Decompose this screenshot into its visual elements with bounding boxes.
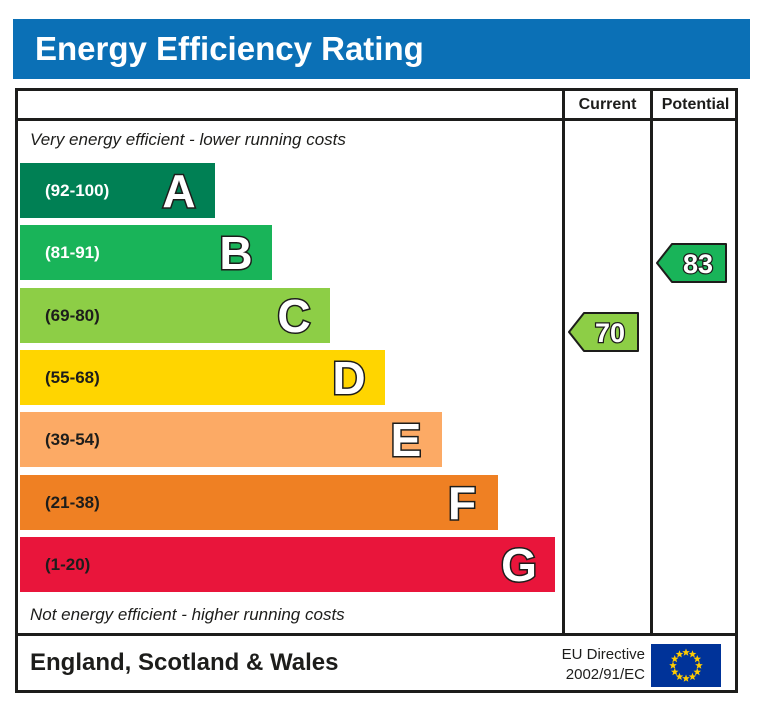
column-header-current: Current bbox=[578, 95, 637, 113]
band-row-d: (55-68) D bbox=[20, 350, 385, 405]
band-range-label: (81-91) bbox=[45, 243, 100, 262]
svg-text:F: F bbox=[448, 477, 476, 528]
region-label: England, Scotland & Wales bbox=[30, 649, 339, 676]
chart-frame bbox=[15, 88, 738, 693]
footer-divider bbox=[15, 633, 738, 636]
caption-inefficient: Not energy efficient - higher running co… bbox=[30, 605, 345, 624]
svg-text:E: E bbox=[391, 414, 422, 465]
band-range-label: (69-80) bbox=[45, 306, 100, 325]
svg-text:A: A bbox=[162, 165, 195, 216]
band-row-f: (21-38) F bbox=[20, 475, 498, 530]
band-row-c: (69-80) C bbox=[20, 288, 330, 343]
column-divider-current-potential bbox=[650, 88, 653, 636]
eu-directive-label: EU Directive 2002/91/EC bbox=[561, 646, 645, 683]
header-divider bbox=[15, 118, 738, 121]
potential-rating-arrow: 83 bbox=[656, 242, 728, 284]
page-title: Energy Efficiency Rating bbox=[13, 19, 750, 79]
band-letter: C bbox=[276, 290, 312, 341]
column-header-potential: Potential bbox=[661, 95, 730, 113]
band-row-a: (92-100) A bbox=[20, 163, 215, 218]
band-letter: D bbox=[331, 352, 367, 403]
band-row-b: (81-91) B bbox=[20, 225, 272, 280]
column-divider-main-current bbox=[562, 88, 565, 636]
band-range-label: (21-38) bbox=[45, 493, 100, 512]
band-row-g: (1-20) G bbox=[20, 537, 555, 592]
potential-rating-value: 83 bbox=[683, 249, 713, 279]
band-letter: E bbox=[389, 414, 423, 465]
band-range-label: (55-68) bbox=[45, 368, 100, 387]
band-letter: A bbox=[161, 165, 197, 216]
svg-text:C: C bbox=[277, 290, 310, 341]
band-range-label: (1-20) bbox=[45, 555, 91, 574]
band-range-label: (39-54) bbox=[45, 430, 100, 449]
current-rating-arrow: 70 bbox=[568, 311, 640, 353]
band-letter: G bbox=[500, 539, 539, 590]
band-letter: F bbox=[446, 477, 477, 528]
band-letter: B bbox=[218, 227, 254, 278]
eu-flag-icon bbox=[651, 644, 721, 687]
band-row-e: (39-54) E bbox=[20, 412, 442, 467]
svg-text:D: D bbox=[332, 352, 365, 403]
band-range-label: (92-100) bbox=[45, 181, 110, 200]
svg-text:G: G bbox=[501, 539, 537, 590]
current-rating-value: 70 bbox=[595, 318, 625, 348]
svg-text:B: B bbox=[219, 227, 252, 278]
caption-efficient: Very energy efficient - lower running co… bbox=[30, 130, 346, 149]
